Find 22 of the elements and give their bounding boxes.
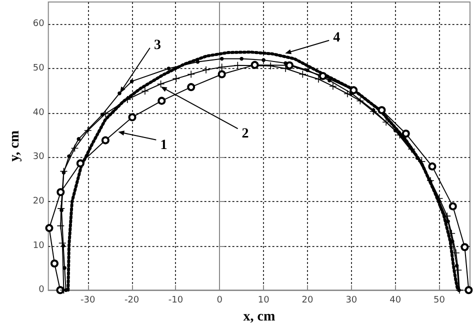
x-tick-label: 10 [258,296,270,306]
y-axis-title: y, cm [8,130,22,162]
x-tick-label: 30 [346,296,358,306]
y-tick-label: 30 [32,152,45,162]
x-axis-title: x, cm [243,310,276,324]
x-tick-label: -30 [80,296,96,306]
x-tick-label: 20 [302,296,314,306]
y-tick-label: 40 [32,108,45,118]
y-tick-label: 10 [32,240,45,251]
x-tick-label: 50 [434,296,446,306]
y-tick-label: 60 [32,19,45,30]
x-tick-label: 0 [216,296,223,306]
x-tick-label: 40 [390,296,402,306]
annotation: 1 [160,138,168,153]
annotation: 3 [154,38,161,53]
y-tick-label: 20 [32,196,45,206]
annotation: 2 [242,126,249,142]
annotation: 4 [333,30,340,46]
y-tick-label: 0 [38,285,45,296]
y-tick-label: 50 [32,63,45,74]
x-tick-label: -10 [168,296,184,306]
x-tick-label: -20 [124,296,140,306]
